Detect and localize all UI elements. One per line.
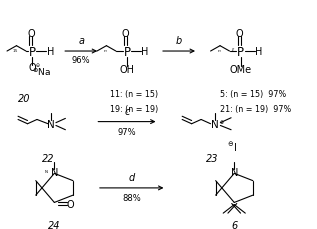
Text: H: H [47,47,54,57]
Text: 24: 24 [48,220,61,229]
Text: 20: 20 [18,94,31,104]
Text: O: O [236,29,243,39]
Text: N: N [45,169,48,173]
Text: 23: 23 [206,153,218,163]
Text: b: b [176,36,182,46]
Text: 88%: 88% [122,193,141,202]
Text: $^{\oplus}$: $^{\oplus}$ [219,120,225,126]
Text: H: H [255,47,262,57]
Text: 19: (n = 19): 19: (n = 19) [110,105,158,114]
Text: a: a [78,36,84,46]
Text: N: N [211,119,219,129]
Text: OMe: OMe [230,64,252,74]
Text: N: N [230,168,238,177]
Text: N: N [47,119,55,129]
Text: 97%: 97% [118,127,136,136]
Text: 21: (n = 19)  97%: 21: (n = 19) 97% [220,105,291,114]
Text: $_{15}$: $_{15}$ [12,48,19,55]
Text: $_\xi$: $_\xi$ [231,46,235,54]
Text: O: O [122,29,129,39]
Text: H: H [141,47,149,57]
Text: $_n$: $_n$ [217,48,221,55]
Text: P: P [237,45,244,58]
Text: $^{\oplus}$Na: $^{\oplus}$Na [32,66,51,78]
Text: $^{\ominus}$: $^{\ominus}$ [35,63,41,69]
Text: O: O [27,29,35,39]
Text: P: P [29,45,36,58]
Text: 5: (n = 15)  97%: 5: (n = 15) 97% [220,90,286,99]
Text: 96%: 96% [72,56,90,65]
Text: 6: 6 [231,220,237,229]
Text: c: c [124,106,130,116]
Text: P: P [123,45,130,58]
Text: $_n$: $_n$ [103,48,108,55]
Text: N: N [51,168,58,177]
Text: 11: (n = 15): 11: (n = 15) [110,90,158,99]
Text: O: O [29,63,36,73]
Text: d: d [129,172,135,183]
Text: 22: 22 [42,153,54,163]
Text: $^{\ominus}$I: $^{\ominus}$I [227,140,237,153]
Text: OH: OH [120,64,134,74]
Text: O: O [67,199,74,209]
